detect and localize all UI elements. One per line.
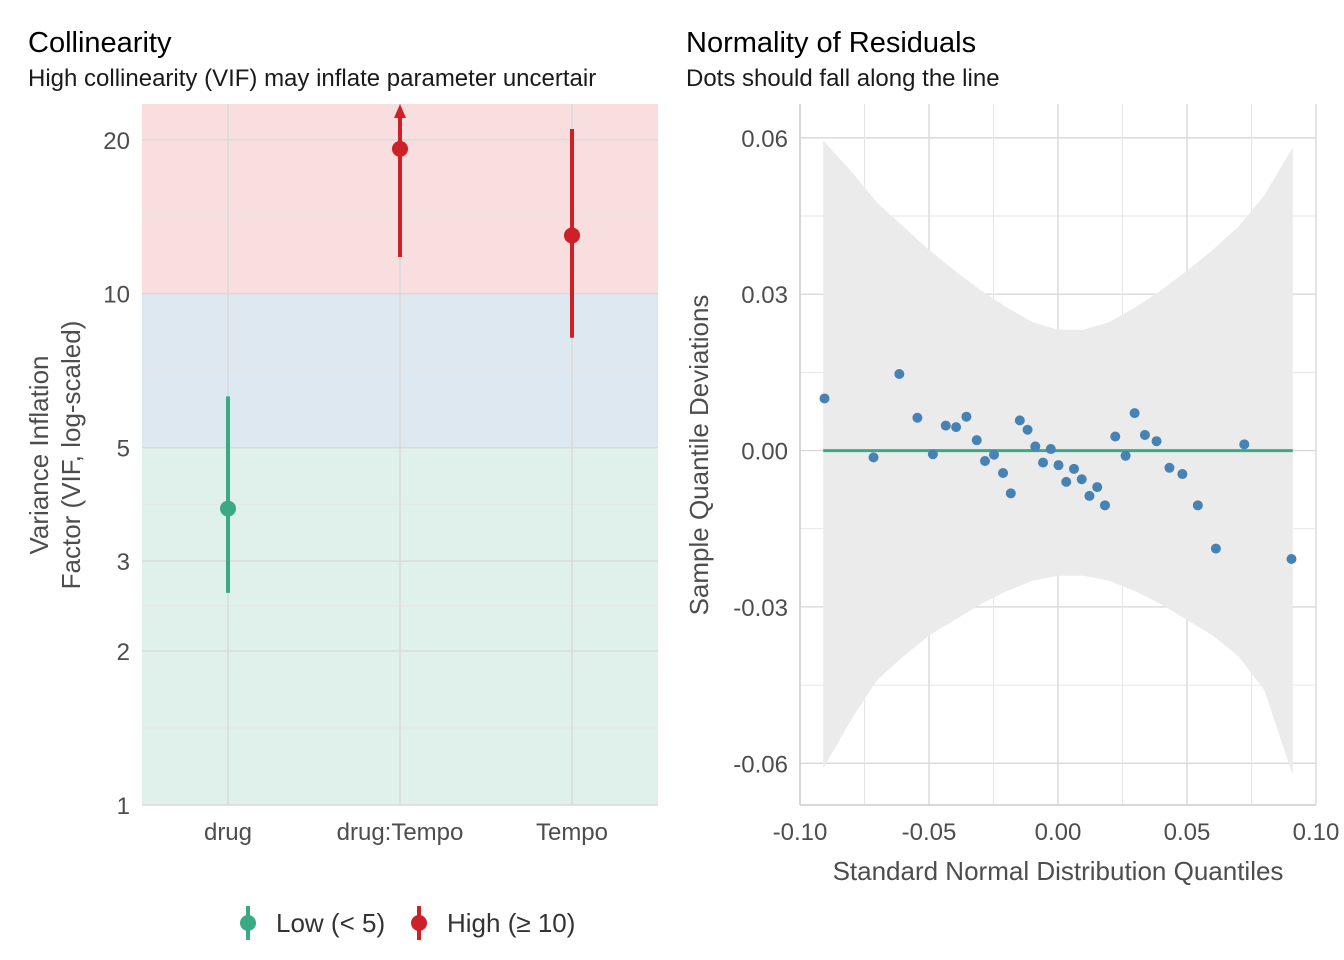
qq-point-25 <box>1110 431 1121 442</box>
normality-panel: Normality of Residuals Dots should fall … <box>684 27 1339 886</box>
qq-point-31 <box>1177 469 1188 480</box>
qq-xtick-label: 0.00 <box>1035 819 1082 846</box>
qq-xtick-label: -0.05 <box>902 819 957 846</box>
qq-point-7 <box>961 411 972 422</box>
qq-point-17 <box>1045 444 1056 455</box>
legend-key-dot-low-5 <box>240 915 256 931</box>
vif-point-drug-tempo <box>392 140 408 157</box>
qq-point-21 <box>1076 474 1087 485</box>
vif-ylabel-line-2: Factor (VIF, log-scaled) <box>56 321 86 590</box>
qq-point-23 <box>1092 482 1103 493</box>
vif-x-ticks: drug drug:Tempo Tempo <box>204 819 608 846</box>
qq-point-30 <box>1164 462 1175 473</box>
vif-xtick-tempo: Tempo <box>536 819 608 846</box>
qq-point-28 <box>1139 429 1150 440</box>
vif-ci-arrow-drug-tempo <box>394 104 406 118</box>
qq-ytick-label: 0.03 <box>741 282 788 309</box>
vif-ylabel-line-1: Variance Inflation <box>24 356 54 555</box>
qq-point-3 <box>912 412 923 423</box>
qq-point-29 <box>1151 436 1162 447</box>
qq-point-13 <box>1014 415 1025 426</box>
qq-point-4 <box>927 449 938 460</box>
qq-point-16 <box>1038 457 1049 468</box>
qq-confidence-band <box>823 140 1293 776</box>
qq-xtick-label: 0.05 <box>1164 819 1211 846</box>
vif-ytick-label: 5 <box>117 436 130 463</box>
qq-xtick-label: 0.10 <box>1293 819 1340 846</box>
qq-point-10 <box>989 449 1000 460</box>
qq-point-6 <box>951 422 962 433</box>
qq-point-18 <box>1053 460 1064 471</box>
qq-ytick-label: 0.00 <box>741 439 788 466</box>
qq-point-19 <box>1061 476 1072 487</box>
qq-point-2 <box>894 368 905 379</box>
qq-ytick-label: -0.03 <box>733 595 788 622</box>
vif-legend: Low (< 5) High (≥ 10) <box>240 906 575 940</box>
qq-point-24 <box>1099 500 1110 511</box>
vif-ytick-label: 2 <box>117 639 130 666</box>
qq-point-5 <box>940 420 951 431</box>
qq-point-34 <box>1239 439 1250 450</box>
collinearity-subtitle: High collinearity (VIF) may inflate para… <box>28 65 596 92</box>
qq-point-12 <box>1005 488 1016 499</box>
normality-subtitle: Dots should fall along the line <box>686 65 1000 92</box>
vif-point-drug <box>220 500 236 517</box>
qq-ytick-label: -0.06 <box>733 751 788 778</box>
qq-ytick-label: 0.06 <box>741 126 788 153</box>
qq-point-32 <box>1192 500 1203 511</box>
vif-y-ticks: 1 2 3 5 10 20 <box>103 128 130 820</box>
qq-xlabel: Standard Normal Distribution Quantiles <box>833 856 1284 886</box>
collinearity-title: Collinearity <box>28 27 172 59</box>
qq-point-14 <box>1022 424 1033 435</box>
vif-ytick-label: 3 <box>117 549 130 576</box>
vif-xtick-drug: drug <box>204 819 252 846</box>
vif-point-tempo <box>564 227 580 244</box>
qq-point-8 <box>971 435 982 446</box>
qq-ticks: -0.06 -0.03 0.00 0.03 0.06 -0.10 -0.05 0.00 0.05… <box>733 126 1339 846</box>
vif-ytick-label: 20 <box>103 128 130 155</box>
qq-point-9 <box>979 456 990 467</box>
vif-xtick-drug-tempo: drug:Tempo <box>337 819 464 846</box>
qq-point-1 <box>868 452 879 463</box>
qq-point-35 <box>1286 553 1297 564</box>
qq-point-20 <box>1068 463 1079 474</box>
qq-ylabel: Sample Quantile Deviations <box>684 295 714 616</box>
qq-points <box>819 368 1297 564</box>
normality-title: Normality of Residuals <box>686 27 976 59</box>
qq-xtick-label: -0.10 <box>773 819 828 846</box>
qq-point-11 <box>998 468 1009 479</box>
qq-point-26 <box>1120 450 1131 461</box>
legend-label-low-5: Low (< 5) <box>276 908 385 938</box>
qq-point-22 <box>1084 490 1095 501</box>
vif-ytick-label: 10 <box>103 282 130 309</box>
qq-point-0 <box>819 393 830 404</box>
vif-ytick-label: 1 <box>117 793 130 820</box>
collinearity-panel: Collinearity High collinearity (VIF) may… <box>24 27 658 940</box>
legend-label-high-10: High (≥ 10) <box>447 908 575 938</box>
qq-point-27 <box>1129 408 1140 419</box>
legend-key-dot-high-10 <box>411 915 427 931</box>
vif-marks <box>220 104 580 593</box>
qq-point-15 <box>1030 441 1041 452</box>
qq-point-33 <box>1210 543 1221 554</box>
